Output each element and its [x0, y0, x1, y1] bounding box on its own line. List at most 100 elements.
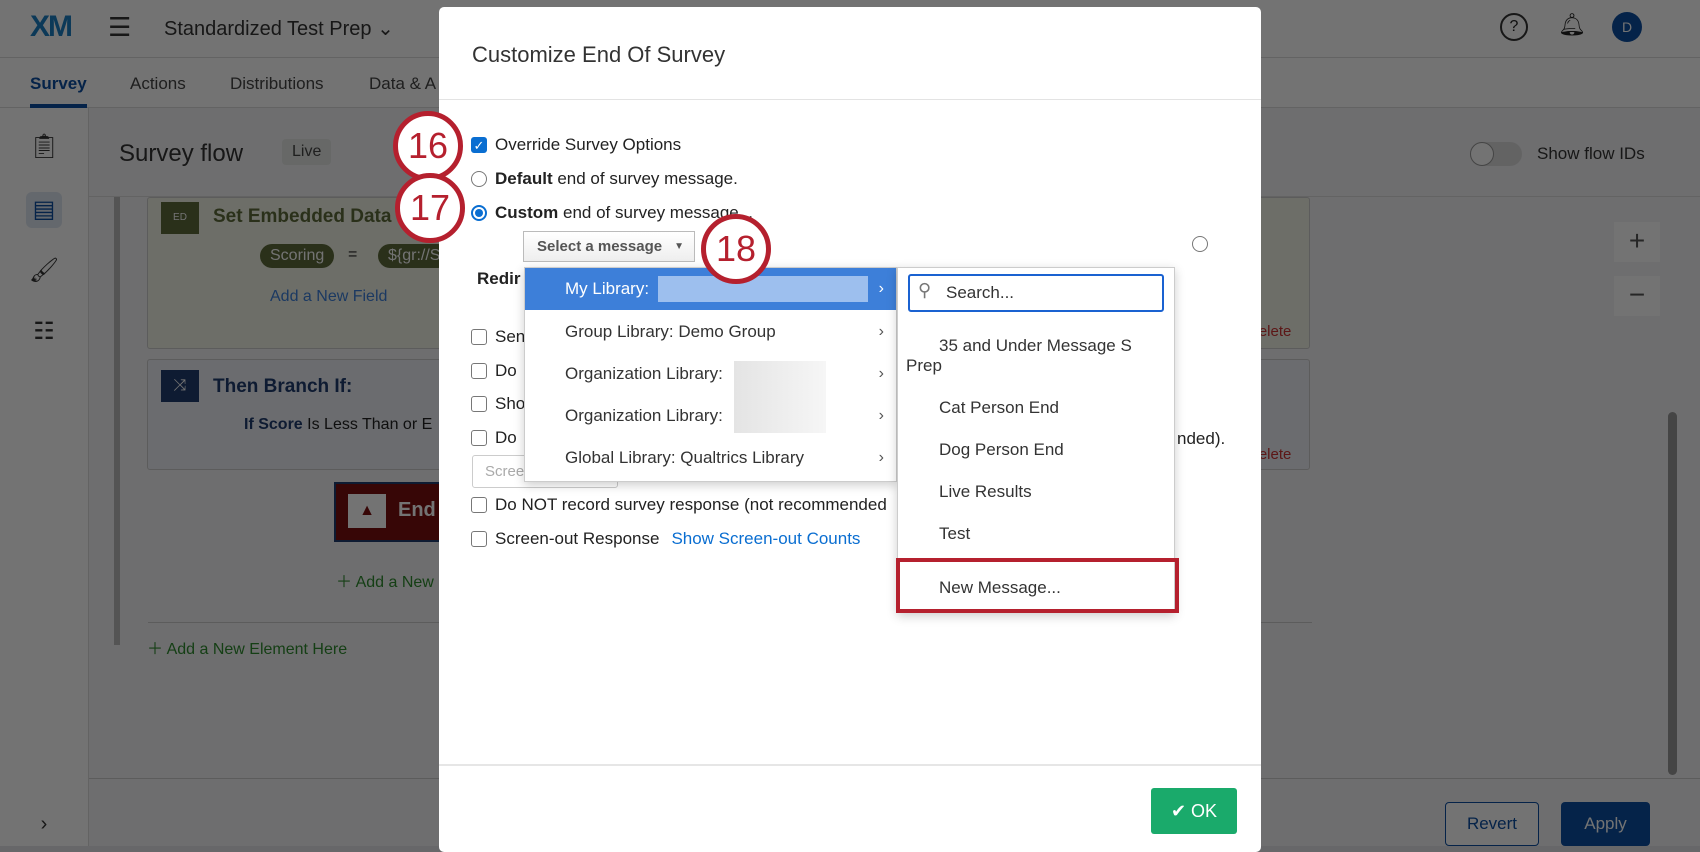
branch-title: Then Branch If: [213, 376, 353, 397]
ok-button[interactable]: ✔ OK [1151, 788, 1237, 834]
hamburger-menu-icon[interactable]: ☰ [108, 12, 132, 42]
condition-op: Is Less Than or E [307, 416, 433, 433]
menu-item-organization-library[interactable]: Organization Library: › [525, 353, 896, 395]
screen-out-label: Screen-out Response [495, 529, 660, 548]
field-value[interactable]: ${gr://S [378, 244, 451, 268]
new-message-item[interactable]: New Message... [939, 578, 1061, 597]
checkbox[interactable] [471, 430, 487, 446]
default-label: Default end of survey message. [495, 169, 738, 188]
override-label: Override Survey Options [495, 135, 682, 154]
if-label: If [244, 416, 254, 433]
footer-divider [439, 764, 1261, 766]
checkbox[interactable] [471, 497, 487, 513]
show-flow-ids-toggle[interactable] [1470, 142, 1522, 166]
message-item[interactable]: Test [939, 524, 971, 543]
chevron-right-icon: › [878, 407, 884, 424]
checkbox[interactable] [471, 329, 487, 345]
zoom-in-button[interactable]: + [1614, 222, 1660, 262]
radio[interactable] [1192, 236, 1208, 252]
field-name[interactable]: Scoring [260, 244, 335, 268]
add-new-element-link[interactable]: ＋ Add a New Element Here [147, 635, 347, 659]
option-label: Sen [495, 327, 526, 346]
project-title[interactable]: Standardized Test Prep ⌄ [164, 16, 394, 41]
option-row[interactable]: Sho [471, 394, 525, 414]
custom-message-option[interactable]: Custom end of survey message... [471, 203, 753, 223]
search-icon: ⚲ [918, 280, 932, 300]
default-message-option[interactable]: Default end of survey message. [471, 169, 738, 189]
add-new-element-inner[interactable]: ＋ Add a New [336, 568, 434, 592]
avatar[interactable]: D [1612, 12, 1642, 42]
screen-out-option[interactable]: Screen-out Response Show Screen-out Count… [471, 529, 860, 549]
option-row[interactable]: Sen [471, 327, 525, 347]
message-item[interactable]: Cat Person End [939, 398, 1060, 417]
checkbox[interactable] [471, 531, 487, 547]
branch-icon: ⤨ [161, 370, 199, 402]
page-title: Survey flow [119, 140, 244, 167]
message-item[interactable]: Dog Person End [939, 440, 1064, 459]
option-row[interactable]: Do [471, 428, 517, 448]
checkbox[interactable] [471, 363, 487, 379]
status-badge: Live [282, 139, 332, 165]
add-new-text: Add a New [355, 574, 434, 591]
menu-item-my-library[interactable]: My Library: › [525, 268, 896, 310]
radio-selected[interactable] [471, 205, 487, 221]
search-input[interactable]: Search... [908, 274, 1164, 312]
check-icon: ✔ [1170, 801, 1192, 821]
option-label: Do [495, 361, 517, 380]
help-icon[interactable]: ? [1500, 13, 1528, 41]
tab-distributions[interactable]: Distributions [230, 74, 324, 93]
option-tail-text: nded). [1177, 429, 1226, 448]
tab-actions[interactable]: Actions [130, 74, 186, 93]
chevron-right-icon: › [878, 323, 884, 340]
tab-survey[interactable]: Survey [30, 74, 87, 108]
message-item[interactable]: Live Results [939, 482, 1032, 501]
chevron-right-icon: › [878, 280, 884, 297]
bell-icon[interactable]: 🔔︎ [1558, 12, 1586, 37]
settings-sliders-icon[interactable]: ☷ [33, 318, 55, 345]
library-menu: My Library: › Group Library: Demo Group › … [524, 267, 897, 482]
chevron-right-icon: › [878, 365, 884, 382]
do-not-record-label: Do NOT record survey response (not recom… [495, 495, 887, 514]
condition-field: Score [258, 416, 303, 433]
branch-condition[interactable]: If Score Is Less Than or E [244, 416, 432, 434]
clipboard-icon[interactable]: 📋︎ [28, 133, 60, 160]
message-item-wrap[interactable]: Prep [906, 356, 942, 375]
embedded-data-icon: ED [161, 202, 199, 234]
expand-chevron-icon[interactable]: › [40, 813, 48, 835]
do-not-record-option[interactable]: Do NOT record survey response (not recom… [471, 495, 887, 515]
radio[interactable] [471, 171, 487, 187]
checkbox-checked[interactable]: ✓ [471, 137, 487, 153]
add-new-element-text: Add a New Element Here [166, 641, 348, 658]
xm-logo: XM [30, 10, 73, 43]
override-option[interactable]: ✓ Override Survey Options [471, 135, 681, 155]
ok-label: OK [1191, 801, 1218, 821]
redirect-label: Redir [477, 269, 521, 288]
menu-item-group-library[interactable]: Group Library: Demo Group › [525, 311, 896, 353]
revert-button[interactable]: Revert [1445, 802, 1539, 846]
scrollbar[interactable] [1668, 412, 1677, 775]
callout-17: 17 [395, 173, 465, 243]
checkbox[interactable] [471, 396, 487, 412]
survey-flow-icon[interactable]: ▤ [26, 192, 62, 228]
flow-line [114, 197, 120, 645]
menu-item-global-library[interactable]: Global Library: Qualtrics Library › [525, 437, 896, 479]
option-label: Sho [495, 394, 526, 413]
end-label: End [398, 499, 436, 521]
option-label: Do [495, 428, 517, 447]
message-menu: Search... ⚲ 35 and Under Message S Prep … [897, 267, 1175, 613]
menu-item-organization-library[interactable]: Organization Library: › [525, 395, 896, 437]
tab-data-analysis[interactable]: Data & A [369, 74, 437, 93]
select-message-dropdown[interactable]: Select a message ▼ [523, 231, 695, 262]
caret-down-icon: ▼ [674, 241, 684, 252]
option-row[interactable]: Do [471, 361, 517, 381]
header-divider [439, 99, 1261, 100]
show-screen-out-counts-link[interactable]: Show Screen-out Counts [671, 529, 861, 548]
message-item[interactable]: 35 and Under Message S [939, 336, 1132, 355]
highlight-box [896, 558, 1179, 613]
select-message-text: Select a message [537, 238, 663, 255]
apply-button[interactable]: Apply [1561, 802, 1650, 846]
plus-icon: ＋ [147, 641, 167, 658]
zoom-out-button[interactable]: − [1614, 276, 1660, 316]
paint-roller-icon[interactable]: 🖌︎ [28, 257, 60, 284]
add-field-link[interactable]: Add a New Field [270, 288, 388, 305]
